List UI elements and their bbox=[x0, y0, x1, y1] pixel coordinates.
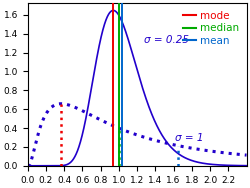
Text: σ = 1: σ = 1 bbox=[175, 133, 204, 143]
Text: σ = 0.25: σ = 0.25 bbox=[144, 35, 189, 45]
Legend: mode, median, mean: mode, median, mean bbox=[181, 9, 241, 48]
